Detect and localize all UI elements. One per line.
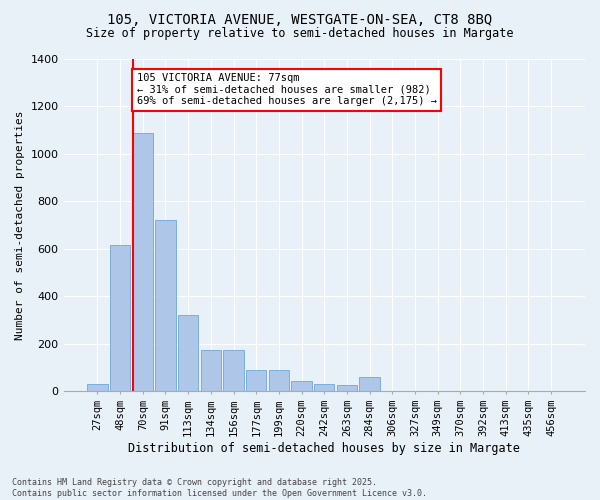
Text: Contains HM Land Registry data © Crown copyright and database right 2025.
Contai: Contains HM Land Registry data © Crown c… bbox=[12, 478, 427, 498]
Text: 105 VICTORIA AVENUE: 77sqm
← 31% of semi-detached houses are smaller (982)
69% o: 105 VICTORIA AVENUE: 77sqm ← 31% of semi… bbox=[137, 73, 437, 106]
Text: 105, VICTORIA AVENUE, WESTGATE-ON-SEA, CT8 8BQ: 105, VICTORIA AVENUE, WESTGATE-ON-SEA, C… bbox=[107, 12, 493, 26]
Bar bbox=[269, 370, 289, 392]
X-axis label: Distribution of semi-detached houses by size in Margate: Distribution of semi-detached houses by … bbox=[128, 442, 520, 455]
Bar bbox=[110, 246, 130, 392]
Text: Size of property relative to semi-detached houses in Margate: Size of property relative to semi-detach… bbox=[86, 28, 514, 40]
Bar bbox=[133, 132, 153, 392]
Bar bbox=[337, 386, 357, 392]
Bar bbox=[155, 220, 176, 392]
Y-axis label: Number of semi-detached properties: Number of semi-detached properties bbox=[15, 110, 25, 340]
Bar bbox=[246, 370, 266, 392]
Bar bbox=[314, 384, 334, 392]
Bar bbox=[178, 316, 199, 392]
Bar bbox=[359, 377, 380, 392]
Bar bbox=[87, 384, 107, 392]
Bar bbox=[200, 350, 221, 392]
Bar bbox=[223, 350, 244, 392]
Bar bbox=[292, 380, 312, 392]
